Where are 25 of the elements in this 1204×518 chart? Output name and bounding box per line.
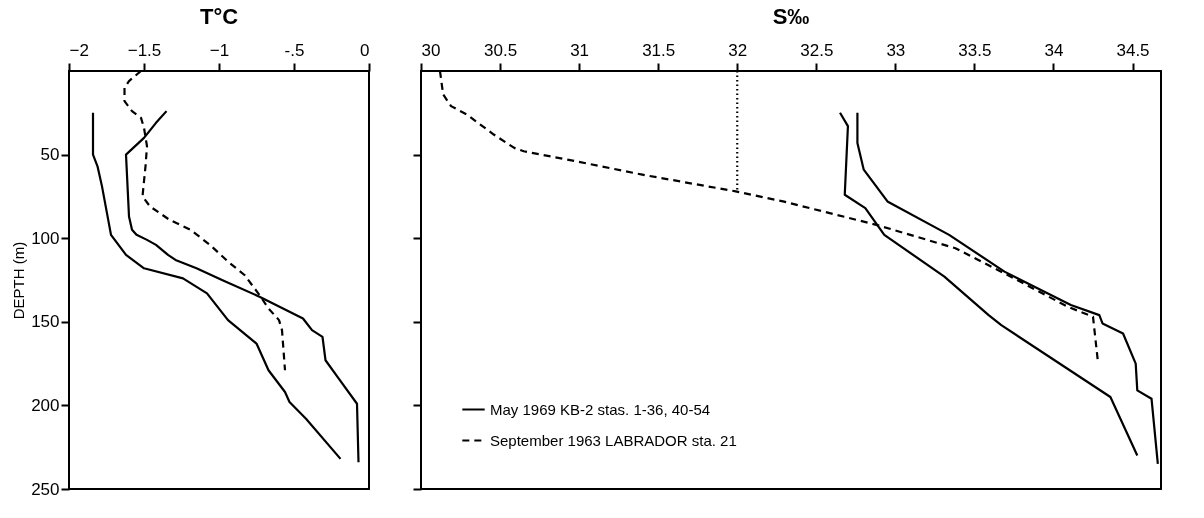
y-tick-label: 150 (31, 312, 60, 332)
x-tick-label: 33 (886, 40, 906, 60)
x-tick-label: -.5 (284, 40, 305, 60)
y-tick-label: 200 (31, 395, 60, 415)
chart-title: T°C (199, 4, 239, 29)
x-tick-label: 32.5 (800, 40, 834, 60)
x-tick-label: −2 (69, 40, 89, 60)
y-axis-title: DEPTH (m) (10, 241, 28, 320)
x-tick-label: 30 (421, 40, 441, 60)
chart-title: S‰ (772, 4, 810, 29)
x-tick-label: −1 (209, 40, 230, 60)
x-tick-label: 0 (360, 40, 370, 60)
x-tick-label: 30.5 (484, 40, 518, 60)
x-tick-label: 32 (728, 40, 748, 60)
legend-label: September 1963 LABRADOR sta. 21 (490, 431, 737, 449)
legend-label: May 1969 KB-2 stas. 1-36, 40-54 (490, 400, 711, 418)
y-tick-label: 100 (31, 228, 60, 248)
x-tick-label: 31.5 (642, 40, 676, 60)
x-tick-label: 31 (570, 40, 590, 60)
x-tick-label: −1.5 (127, 40, 162, 60)
y-tick-label: 50 (40, 145, 60, 165)
x-tick-label: 34 (1044, 40, 1064, 60)
y-tick-label: 250 (31, 479, 60, 499)
x-tick-label: 34.5 (1116, 40, 1150, 60)
x-tick-label: 33.5 (958, 40, 992, 60)
